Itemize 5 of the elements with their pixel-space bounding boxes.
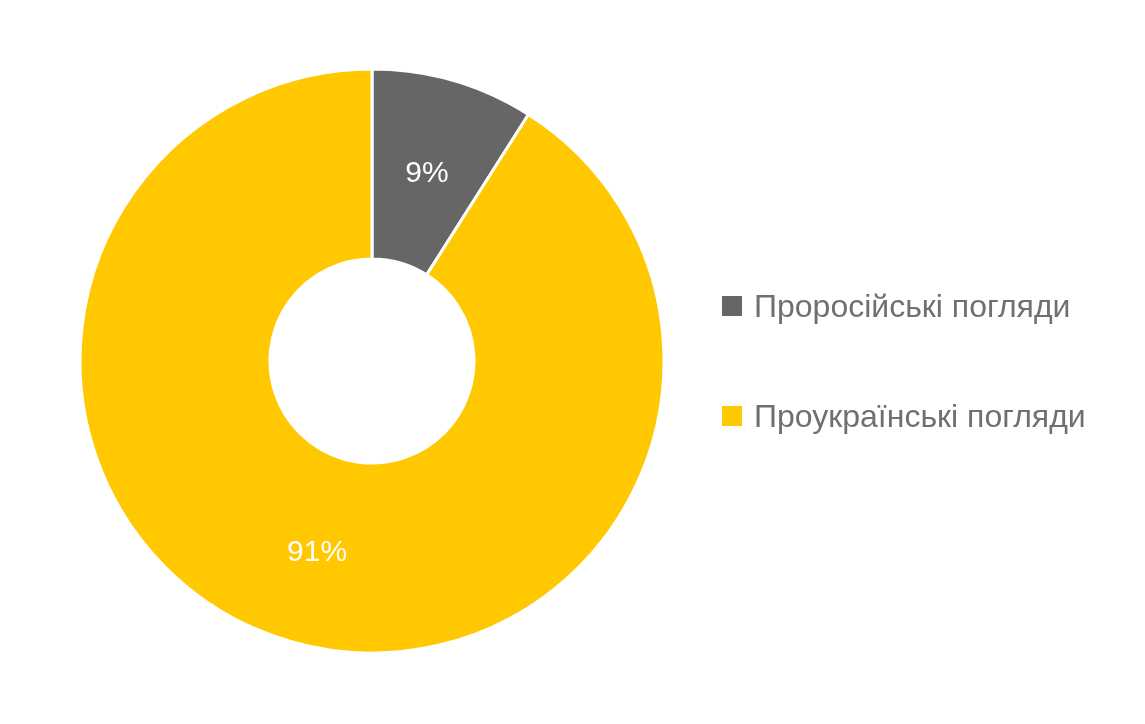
data-label: 91% <box>287 533 348 567</box>
legend-label: Проукраїнські погляди <box>754 398 1086 435</box>
data-label: 9% <box>405 155 449 189</box>
donut-slice <box>78 67 666 655</box>
legend-label: Проросійські погляди <box>754 288 1071 325</box>
